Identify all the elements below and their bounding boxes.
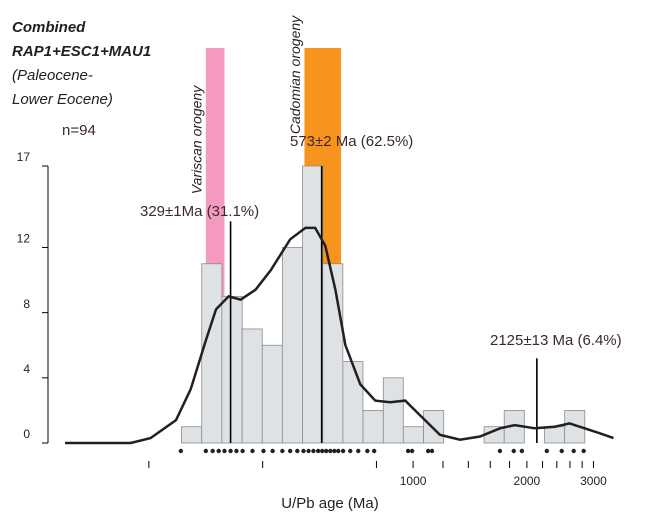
bar [402,426,424,444]
sample-dot [222,448,227,454]
peak-label: 329±1Ma (31.1%) [140,203,259,220]
y-tick-label: 12 [17,232,31,246]
sample-dot [429,448,435,454]
y-tick-label: 8 [23,297,30,311]
title-line: Lower Eocene) [12,91,113,108]
sample-dot [519,448,525,454]
sample-dot [405,448,411,454]
sample-dot [228,448,233,454]
peak-label: 2125±13 Ma (6.4%) [490,332,622,349]
bar [362,410,384,444]
sample-dot [323,448,329,454]
sample-dot [240,448,245,454]
x-tick-label: 3000 [580,474,607,488]
y-tick-label: 4 [23,362,30,376]
sample-size: n=94 [62,122,96,139]
sample-dot [559,448,564,454]
sample-dot [306,448,311,454]
title-line: (Paleocene- [12,67,93,84]
sample-dot [356,448,361,454]
bar [181,426,203,444]
x-axis-label: U/Pb age (Ma) [281,495,379,512]
sample-dot [371,448,377,454]
bar [241,328,263,444]
title-line: Combined [12,19,86,36]
sample-dot [203,448,209,454]
band-label: Cadomian orogeny [287,15,303,134]
bar [221,295,243,444]
sample-dot [287,448,293,454]
sample-dot [581,448,586,454]
sample-dot [544,448,550,454]
sample-dot [178,448,184,454]
title-line: RAP1+ESC1+MAU1 [12,43,151,60]
bar [201,263,223,444]
sample-dot [320,448,325,454]
y-tick-label: 0 [23,427,30,441]
sample-dot [348,448,353,454]
sample-dot [511,448,516,454]
x-tick-label: 2000 [514,474,541,488]
sample-dot [332,448,337,454]
bar [382,377,404,444]
peak-label: 573±2 Ma (62.5%) [290,133,413,150]
bar [423,410,445,444]
sample-dot [311,448,316,454]
x-tick-label: 1000 [400,474,427,488]
band-label: Variscan orogeny [189,85,205,194]
sample-dot [210,448,215,454]
bar [564,410,586,444]
sample-dot [280,448,285,454]
sample-dot [336,448,341,454]
bar [261,344,283,444]
sample-dot [234,448,239,454]
bar [302,165,324,444]
y-tick-label: 17 [17,150,31,164]
bar [322,263,344,444]
sample-dot [295,448,300,454]
sample-dot [270,448,275,454]
sample-dot [301,448,306,454]
sample-dot [315,448,321,454]
sample-dot [340,448,346,454]
sample-dot [250,448,255,454]
sample-dot [216,448,221,454]
sample-dot [261,448,266,454]
bar [544,426,566,444]
sample-dot [497,448,503,454]
sample-dot [571,448,576,454]
sample-dot [409,448,415,454]
sample-dot [425,448,431,454]
sample-dot [365,448,370,454]
kde-curve [65,226,614,445]
bar [281,247,303,444]
bar [342,361,364,444]
sample-dot [328,448,333,454]
